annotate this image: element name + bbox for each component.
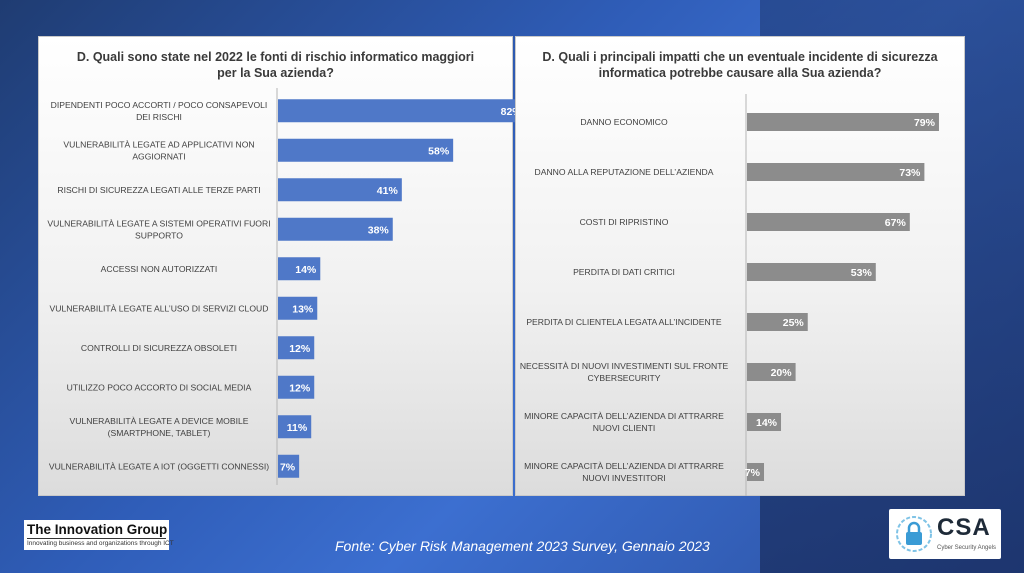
value-label-7: 7%	[745, 467, 761, 479]
category-label-0: DANNO ECONOMICO	[580, 117, 668, 127]
value-label-3: 53%	[851, 267, 873, 279]
value-label-4: 14%	[295, 264, 317, 276]
bar-4	[278, 257, 321, 281]
category-label-5: NECESSITÀ DI NUOVI INVESTIMENTI SUL FRON…	[520, 361, 729, 383]
bar-2	[747, 213, 910, 231]
chart-impacts: DANNO ECONOMICO 79% DANNO ALLA REPUTAZIONE…	[520, 94, 939, 496]
category-label-2: COSTI DI RIPRISTINO	[580, 217, 669, 227]
value-label-5: 13%	[292, 303, 314, 315]
category-label-1: VULNERABILITÀ LEGATE AD APPLICATIVI NON A…	[63, 139, 254, 161]
chart-panel-risk-sources: D. Quali sono state nel 2022 le fonti di…	[38, 36, 526, 496]
category-label-1: DANNO ALLA REPUTAZIONE DELL’AZIENDA	[535, 167, 714, 177]
value-label-6: 12%	[289, 343, 311, 355]
value-label-1: 73%	[899, 167, 921, 179]
bar-1	[278, 138, 454, 162]
csa-wordmark: CSA	[937, 514, 991, 541]
bar-9	[278, 454, 300, 478]
category-label-4: PERDITA DI CLIENTELA LEGATA ALL’INCIDENT…	[526, 317, 722, 327]
value-label-2: 41%	[377, 185, 399, 197]
chart-title-risk-sources: D. Quali sono state nel 2022 le fonti di…	[76, 50, 475, 80]
bar-3	[278, 217, 393, 241]
value-label-9: 7%	[280, 461, 296, 473]
chart-panel-impacts: D. Quali i principali impatti che un eve…	[515, 36, 965, 496]
category-label-0: DIPENDENTI POCO ACCORTI / POCO CONSAPEVO…	[51, 100, 268, 122]
chart-risk-sources: DIPENDENTI POCO ACCORTI / POCO CONSAPEVO…	[47, 88, 526, 485]
value-label-4: 25%	[783, 317, 805, 329]
category-label-4: ACCESSI NON AUTORIZZATI	[101, 264, 218, 274]
csa-tagline: Cyber Security Angels	[937, 545, 997, 551]
bar-8	[278, 415, 312, 439]
value-label-6: 14%	[756, 417, 778, 429]
category-label-8: VULNERABILITÀ LEGATE A DEVICE MOBILE (SMA…	[70, 416, 249, 438]
value-label-3: 38%	[368, 224, 390, 236]
bar-2	[278, 178, 402, 202]
chart-title-impacts: D. Quali i principali impatti che un eve…	[542, 50, 938, 80]
category-label-6: CONTROLLI DI SICUREZZA OBSOLETI	[81, 343, 237, 353]
bar-5	[747, 363, 796, 381]
category-label-3: PERDITA DI DATI CRITICI	[573, 267, 675, 277]
bar-7	[747, 463, 765, 481]
bar-1	[747, 163, 925, 181]
bar-0	[747, 113, 939, 131]
category-label-7: UTILIZZO POCO ACCORTO DI SOCIAL MEDIA	[67, 382, 252, 392]
csa-logo: CSA Cyber Security Angels	[889, 509, 1001, 559]
category-label-9: VULNERABILITÀ LEGATE A IOT (OGGETTI CONN…	[49, 461, 269, 471]
bar-6	[747, 413, 782, 431]
bar-3	[747, 263, 876, 281]
bar-6	[278, 336, 315, 360]
category-label-7: MINORE CAPACITÀ DELL’AZIENDA DI ATTRARRE…	[524, 461, 724, 483]
lock-icon	[896, 516, 932, 552]
bar-4	[747, 313, 808, 331]
category-label-5: VULNERABILITÀ LEGATE ALL’USO DI SERVIZI …	[50, 303, 269, 313]
logo-name: The Innovation Group	[27, 522, 168, 537]
value-label-5: 20%	[771, 367, 793, 379]
logo-tagline: Innovating business and organizations th…	[27, 538, 174, 547]
category-label-2: RISCHI DI SICUREZZA LEGATI ALLE TERZE PA…	[57, 185, 260, 195]
bar-7	[278, 375, 315, 399]
category-label-3: VULNERABILITÀ LEGATE A SISTEMI OPERATIVI…	[47, 218, 270, 240]
value-label-1: 58%	[428, 145, 450, 157]
bar-5	[278, 296, 318, 320]
category-label-6: MINORE CAPACITÀ DELL’AZIENDA DI ATTRARRE…	[524, 411, 724, 433]
value-label-8: 11%	[287, 422, 308, 434]
bar-0	[278, 99, 526, 123]
value-label-2: 67%	[885, 217, 907, 229]
value-label-7: 12%	[289, 382, 311, 394]
source-caption: Fonte: Cyber Risk Management 2023 Survey…	[335, 538, 710, 554]
value-label-0: 79%	[914, 117, 936, 129]
innovation-group-logo: The Innovation Group Innovating business…	[24, 520, 174, 550]
